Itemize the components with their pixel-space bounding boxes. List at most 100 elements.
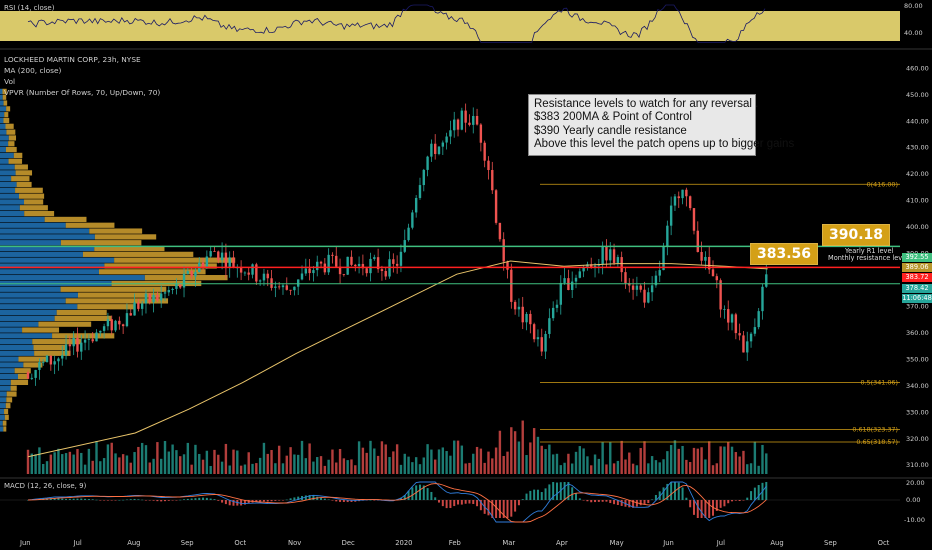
volume-bar xyxy=(582,448,585,474)
candle-body xyxy=(650,285,654,293)
macd-hist-bar xyxy=(578,498,581,500)
macd-hist-bar xyxy=(72,498,75,500)
candle-body xyxy=(369,258,372,274)
macd-hist-bar xyxy=(605,500,608,502)
volume-bar xyxy=(616,460,620,474)
candle-body xyxy=(266,273,269,279)
volume-bar xyxy=(643,441,646,474)
volume-bar xyxy=(669,445,673,474)
macd-hist-bar xyxy=(274,500,277,501)
candle-body xyxy=(34,369,37,378)
price-axis-tick: 320.00 xyxy=(906,435,929,443)
macd-hist-bar xyxy=(68,498,71,500)
candles xyxy=(26,103,768,386)
vpvr-bar-down xyxy=(104,263,217,269)
volume-bar xyxy=(175,450,178,474)
vpvr-bar-down xyxy=(18,373,29,380)
candle-body xyxy=(753,327,757,334)
vpvr-bar-down xyxy=(89,228,143,234)
macd-hist-bar xyxy=(57,498,60,500)
candle-body xyxy=(38,362,41,370)
vpvr-bar-up xyxy=(0,94,3,100)
vpvr-bar-up xyxy=(0,397,7,403)
macd-hist-bar xyxy=(590,500,593,503)
volume-bar xyxy=(555,453,559,474)
time-axis[interactable]: Jun Jul Aug Sep Oct Nov Dec 2020 Feb Mar Apr May Jun… xyxy=(19,539,890,547)
time-axis-label: Oct xyxy=(234,539,246,547)
vpvr-bar-down xyxy=(14,368,31,374)
price-axis-tick: 340.00 xyxy=(906,382,929,390)
volume-bar xyxy=(388,457,391,474)
candle-body xyxy=(354,264,357,267)
volume-bar xyxy=(186,442,190,474)
volume-bar xyxy=(491,458,494,474)
volume-bar xyxy=(45,461,49,474)
candle-body xyxy=(335,255,338,267)
vpvr-bar-up xyxy=(0,245,95,252)
macd-hist-bar xyxy=(677,482,680,500)
vpvr-bar-up xyxy=(0,420,3,426)
macd-hist-bar xyxy=(342,500,345,502)
volume-bar xyxy=(548,444,551,474)
macd-hist-bar xyxy=(491,500,494,518)
macd-hist-bar xyxy=(731,500,734,502)
vpvr-bar-up xyxy=(0,100,4,106)
fib-label-05: 0.5(341.06) xyxy=(860,379,898,387)
volume-bar xyxy=(262,442,266,474)
candle-body xyxy=(464,110,467,123)
candle-body xyxy=(502,239,505,262)
volume-bar xyxy=(342,458,346,474)
volume-bar xyxy=(738,456,741,474)
candle-body xyxy=(704,256,707,261)
volume-bar xyxy=(479,448,483,474)
volume-bar xyxy=(106,444,110,474)
candle-body xyxy=(681,189,684,199)
macd-hist-bar xyxy=(80,498,83,500)
macd-hist-bar xyxy=(575,493,578,500)
vpvr-bar-down xyxy=(8,141,15,147)
volume-bar xyxy=(761,444,764,474)
candle-body xyxy=(662,246,665,271)
candle-body xyxy=(601,246,604,265)
macd-hist-bar xyxy=(506,500,509,518)
ma200-line xyxy=(27,260,768,458)
candle-body xyxy=(548,318,551,334)
candle-body xyxy=(49,355,53,365)
macd-hist-bar xyxy=(514,500,517,512)
vpvr-bar-up xyxy=(0,321,39,327)
candle-body xyxy=(247,272,250,275)
macd-hist-bar xyxy=(696,500,699,518)
vpvr-bar-up xyxy=(0,170,16,176)
candle-body xyxy=(433,143,437,154)
macd-hist-bar xyxy=(232,500,235,506)
annotation-line: Above this level the patch opens up to b… xyxy=(534,138,795,151)
macd-hist-bar xyxy=(65,498,68,500)
macd-hist-bar xyxy=(278,500,281,501)
vpvr-bar-down xyxy=(144,275,228,281)
macd-hist-bar xyxy=(765,482,768,500)
macd-hist-bar xyxy=(586,500,589,502)
candle-body xyxy=(342,274,346,275)
current-price-callout[interactable]: 383.56 xyxy=(750,243,819,265)
volume-bar xyxy=(418,464,422,474)
resistance-note-2: Monthly resistance level xyxy=(828,254,909,262)
candle-body xyxy=(346,256,349,275)
volume-bar xyxy=(662,459,665,474)
macd-hist-bar xyxy=(270,500,273,502)
macd-hist-bar xyxy=(125,499,128,501)
candle-body xyxy=(209,251,212,257)
volume-bar xyxy=(72,454,75,474)
price-tag-timer: 11:06:48 xyxy=(902,294,932,303)
vpvr-bar-down xyxy=(38,321,92,327)
macd-hist-bar xyxy=(346,500,349,503)
volume-bar xyxy=(312,461,315,474)
candle-body xyxy=(125,313,129,327)
resistance-callout[interactable]: 390.18 xyxy=(822,224,891,246)
candle-body xyxy=(316,261,319,271)
macd-hist-bar xyxy=(552,482,555,500)
annotation-box[interactable]: Resistance levels to watch for any rever… xyxy=(528,94,795,156)
volume-bar xyxy=(68,451,72,474)
volume-bar xyxy=(274,463,277,474)
volume-bar xyxy=(540,445,543,474)
